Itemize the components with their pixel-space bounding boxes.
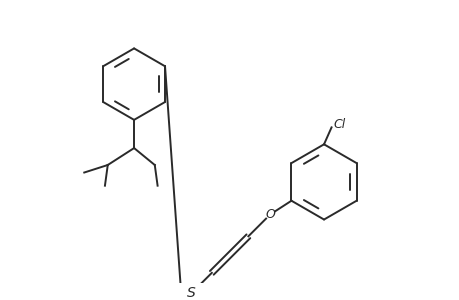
Text: Cl: Cl <box>333 118 345 131</box>
Text: O: O <box>265 208 275 221</box>
Text: S: S <box>186 286 195 300</box>
